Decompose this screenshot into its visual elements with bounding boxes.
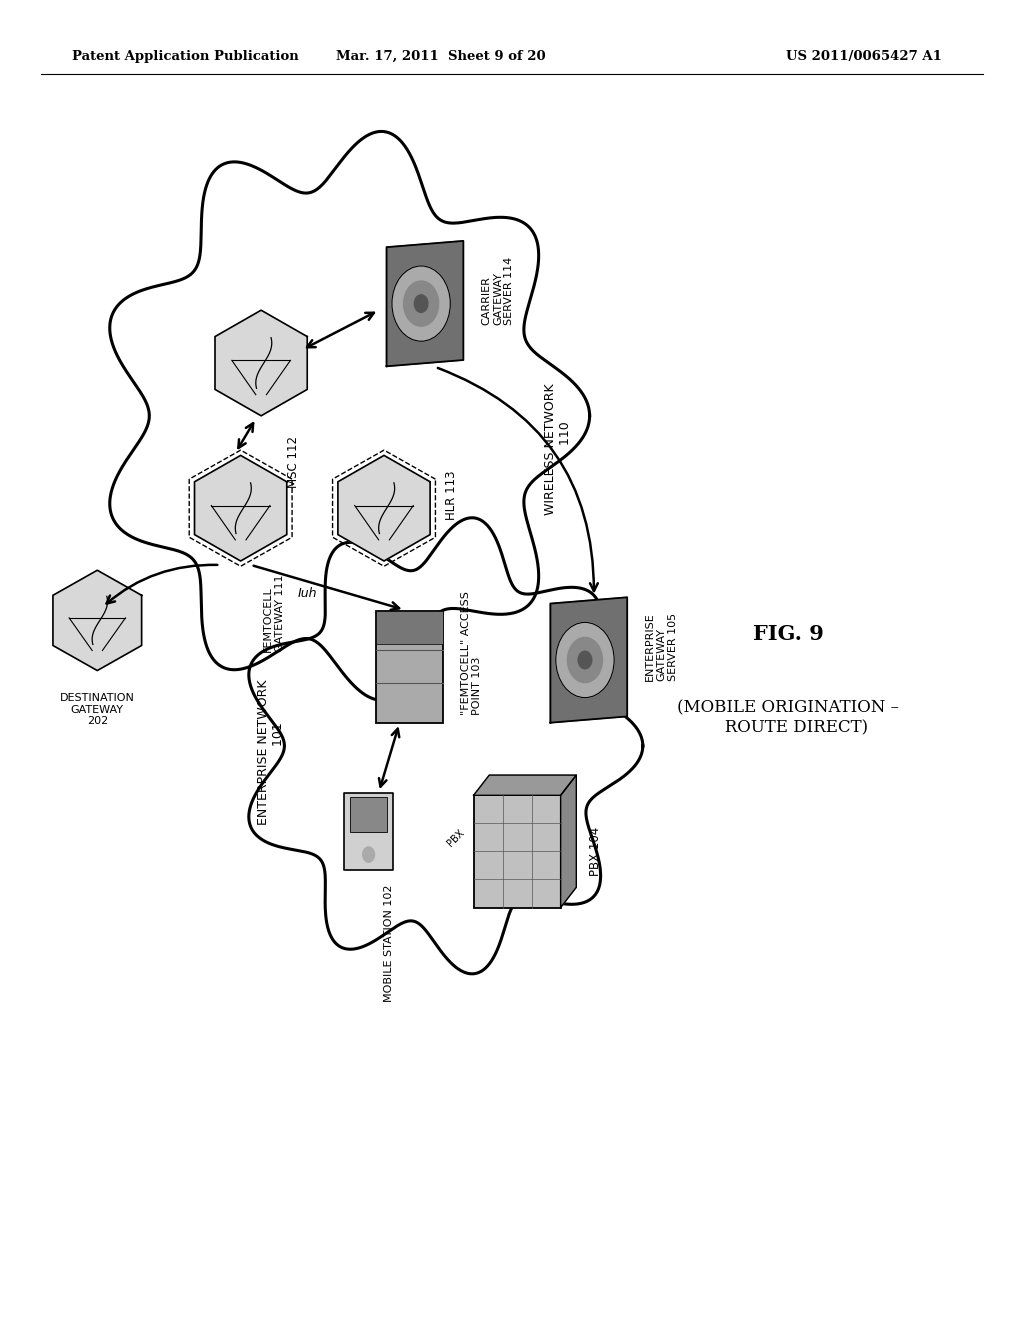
Text: FEMTOCELL
GATEWAY 111: FEMTOCELL GATEWAY 111	[263, 574, 285, 652]
Polygon shape	[551, 597, 627, 722]
Bar	[473, 795, 561, 908]
Text: Mar. 17, 2011  Sheet 9 of 20: Mar. 17, 2011 Sheet 9 of 20	[336, 50, 545, 63]
Text: "FEMTOCELL" ACCESS
POINT 103: "FEMTOCELL" ACCESS POINT 103	[461, 591, 482, 715]
Text: PBX 104: PBX 104	[589, 826, 602, 876]
Bar	[377, 610, 443, 722]
Polygon shape	[249, 517, 643, 974]
Polygon shape	[338, 455, 430, 561]
Circle shape	[579, 651, 592, 669]
Text: Iuh: Iuh	[297, 587, 317, 601]
Polygon shape	[473, 775, 577, 795]
Text: HLR 113: HLR 113	[445, 470, 459, 520]
Circle shape	[567, 638, 602, 682]
Text: ENTERPRISE NETWORK
         101: ENTERPRISE NETWORK 101	[257, 680, 286, 825]
Text: WIRELESS NETWORK
        110: WIRELESS NETWORK 110	[544, 383, 572, 515]
Polygon shape	[110, 132, 590, 700]
Circle shape	[415, 294, 428, 313]
Text: MSC 112: MSC 112	[287, 436, 300, 487]
Circle shape	[403, 281, 438, 326]
Bar	[350, 797, 387, 832]
Bar	[377, 610, 443, 644]
Text: (MOBILE ORIGINATION –
   ROUTE DIRECT): (MOBILE ORIGINATION – ROUTE DIRECT)	[678, 700, 899, 737]
Bar	[344, 793, 393, 870]
Text: US 2011/0065427 A1: US 2011/0065427 A1	[786, 50, 942, 63]
Text: ENTERPRISE
GATEWAY
SERVER 105: ENTERPRISE GATEWAY SERVER 105	[645, 612, 678, 681]
Polygon shape	[215, 310, 307, 416]
Polygon shape	[387, 242, 463, 366]
Text: PBX: PBX	[445, 828, 466, 849]
Circle shape	[392, 267, 451, 342]
Polygon shape	[195, 455, 287, 561]
Circle shape	[362, 847, 375, 862]
Text: MOBILE STATION 102: MOBILE STATION 102	[384, 884, 394, 1002]
Text: DESTINATION
GATEWAY
202: DESTINATION GATEWAY 202	[59, 693, 135, 726]
Polygon shape	[561, 775, 577, 908]
Circle shape	[556, 623, 614, 697]
Text: CARRIER
GATEWAY
SERVER 114: CARRIER GATEWAY SERVER 114	[481, 256, 514, 325]
Polygon shape	[53, 570, 141, 671]
Text: Patent Application Publication: Patent Application Publication	[72, 50, 298, 63]
Text: FIG. 9: FIG. 9	[753, 623, 824, 644]
